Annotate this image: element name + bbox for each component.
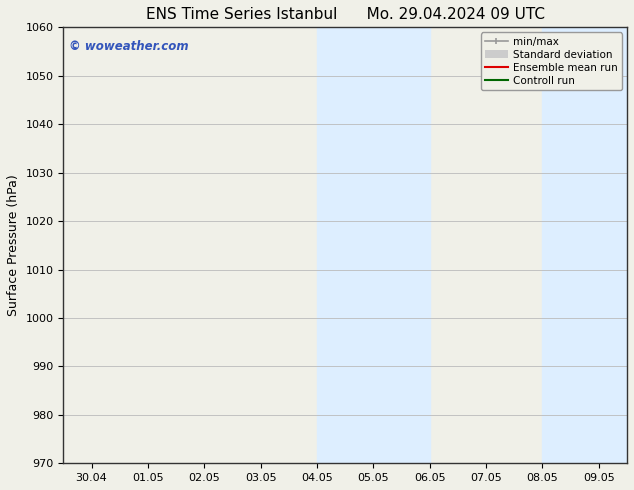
Title: ENS Time Series Istanbul      Mo. 29.04.2024 09 UTC: ENS Time Series Istanbul Mo. 29.04.2024 … — [146, 7, 545, 22]
Bar — [543, 27, 627, 464]
Bar — [317, 27, 430, 464]
Y-axis label: Surface Pressure (hPa): Surface Pressure (hPa) — [7, 174, 20, 316]
Text: © woweather.com: © woweather.com — [69, 40, 188, 53]
Legend: min/max, Standard deviation, Ensemble mean run, Controll run: min/max, Standard deviation, Ensemble me… — [481, 32, 622, 90]
